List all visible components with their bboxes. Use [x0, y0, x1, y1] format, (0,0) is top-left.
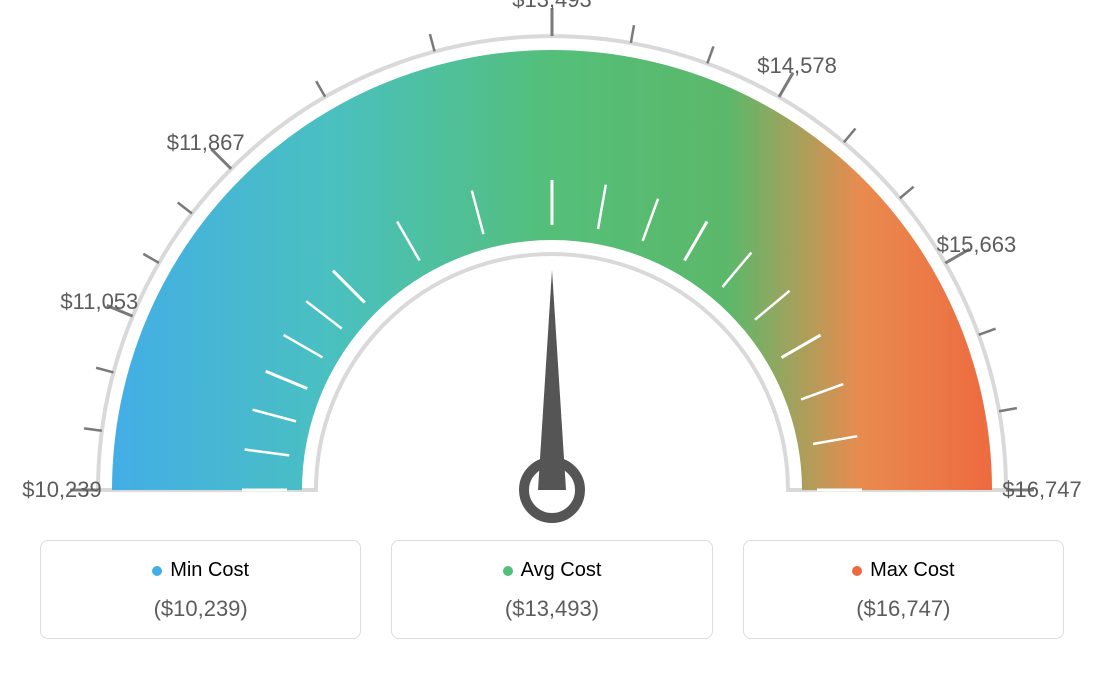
legend-row: Min Cost ($10,239) Avg Cost ($13,493) Ma…: [0, 540, 1104, 659]
legend-title-max-text: Max Cost: [870, 559, 954, 581]
legend-title-avg-text: Avg Cost: [521, 559, 602, 581]
legend-card-avg: Avg Cost ($13,493): [391, 540, 712, 639]
legend-card-min: Min Cost ($10,239): [40, 540, 361, 639]
gauge-svg: [0, 0, 1104, 540]
legend-value-avg: ($13,493): [402, 596, 701, 622]
legend-title-min: Min Cost: [51, 559, 350, 582]
gauge-tick-label: $10,239: [22, 477, 102, 503]
gauge-tick-label: $15,663: [937, 232, 1017, 258]
legend-dot-avg: [503, 566, 513, 576]
gauge-tick-label: $11,867: [167, 130, 245, 156]
gauge-tick-label: $11,053: [60, 289, 138, 315]
legend-title-avg: Avg Cost: [402, 559, 701, 582]
legend-value-max: ($16,747): [754, 596, 1053, 622]
legend-card-max: Max Cost ($16,747): [743, 540, 1064, 639]
gauge-tick-label: $13,493: [512, 0, 592, 13]
gauge-area: $10,239 $11,053 $11,867 $13,493 $14,578 $15,6…: [0, 0, 1104, 540]
legend-dot-min: [152, 566, 162, 576]
legend-value-min: ($10,239): [51, 596, 350, 622]
gauge-tick-label: $14,578: [757, 53, 837, 79]
legend-title-min-text: Min Cost: [170, 559, 249, 581]
legend-title-max: Max Cost: [754, 559, 1053, 582]
gauge-tick-label: $16,747: [1002, 477, 1082, 503]
cost-gauge-widget: $10,239 $11,053 $11,867 $13,493 $14,578 $15,6…: [0, 0, 1104, 690]
legend-dot-max: [852, 566, 862, 576]
